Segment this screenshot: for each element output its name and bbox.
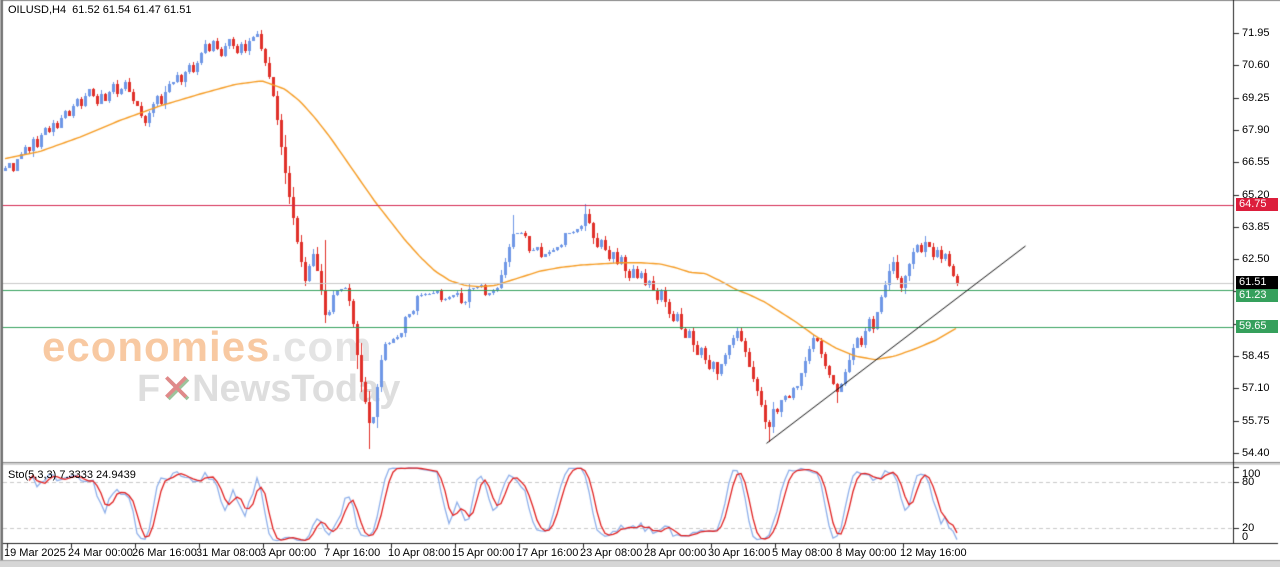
chart-window: economies.com F✕NewsToday OILUSD,H4 61.5…: [0, 0, 1280, 567]
price-chart-canvas[interactable]: [0, 0, 1280, 567]
